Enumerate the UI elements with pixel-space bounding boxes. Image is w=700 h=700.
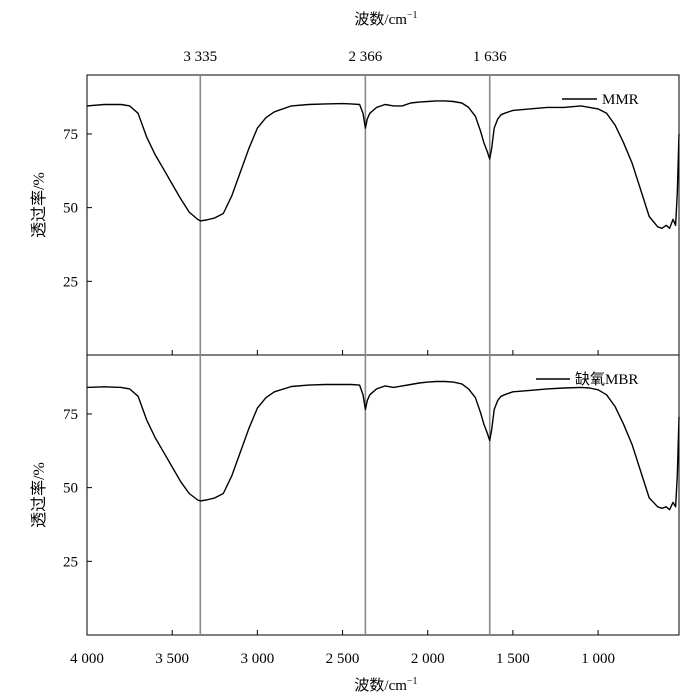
legend-anoxic-mbr-label: 缺氧MBR	[575, 371, 638, 388]
y-tick-label: 75	[63, 407, 78, 423]
top-tick-label: 3 335	[183, 49, 217, 65]
x-tick-label: 2 500	[326, 651, 360, 667]
y-tick-label: 50	[63, 201, 78, 217]
legend-anoxic-mbr: 缺氧MBR	[536, 371, 638, 388]
y-tick-label: 25	[63, 274, 78, 290]
x-tick-label: 4 000	[70, 651, 104, 667]
panel-bottom-frame	[86, 354, 680, 636]
reference-lines	[199, 75, 491, 635]
legend-mmr-label: MMR	[602, 92, 639, 108]
top-axis-label: 波数/cm−1	[354, 10, 417, 28]
y-axis-label-top: 透过率/%	[30, 172, 48, 238]
top-axis-ticks: 3 335 2 366 1 636	[183, 49, 507, 65]
x-axis-ticks: 4 000 3 500 3 000 2 500 2 000 1 500 1 000	[70, 350, 615, 667]
y-tick-label: 25	[63, 554, 78, 570]
y-tick-label: 50	[63, 481, 78, 497]
legend-mmr: MMR	[562, 92, 639, 108]
top-tick-label: 2 366	[348, 49, 382, 65]
panel-top-frame	[86, 74, 680, 356]
x-tick-label: 2 000	[411, 651, 445, 667]
spectrum-line	[86, 100, 680, 229]
panel-mmr: 25 50 75	[63, 100, 680, 290]
x-tick-label: 3 000	[240, 651, 274, 667]
x-tick-label: 1 000	[581, 651, 615, 667]
top-tick-label: 1 636	[473, 49, 507, 65]
x-tick-label: 1 500	[496, 651, 530, 667]
x-axis-label: 波数/cm−1	[354, 676, 417, 694]
y-axis-label-bottom: 透过率/%	[30, 462, 48, 528]
panel-anoxic-mbr: 25 50 75	[63, 380, 680, 570]
spectrum-line	[86, 380, 680, 511]
y-tick-label: 75	[63, 127, 78, 143]
x-tick-label: 3 500	[155, 651, 189, 667]
